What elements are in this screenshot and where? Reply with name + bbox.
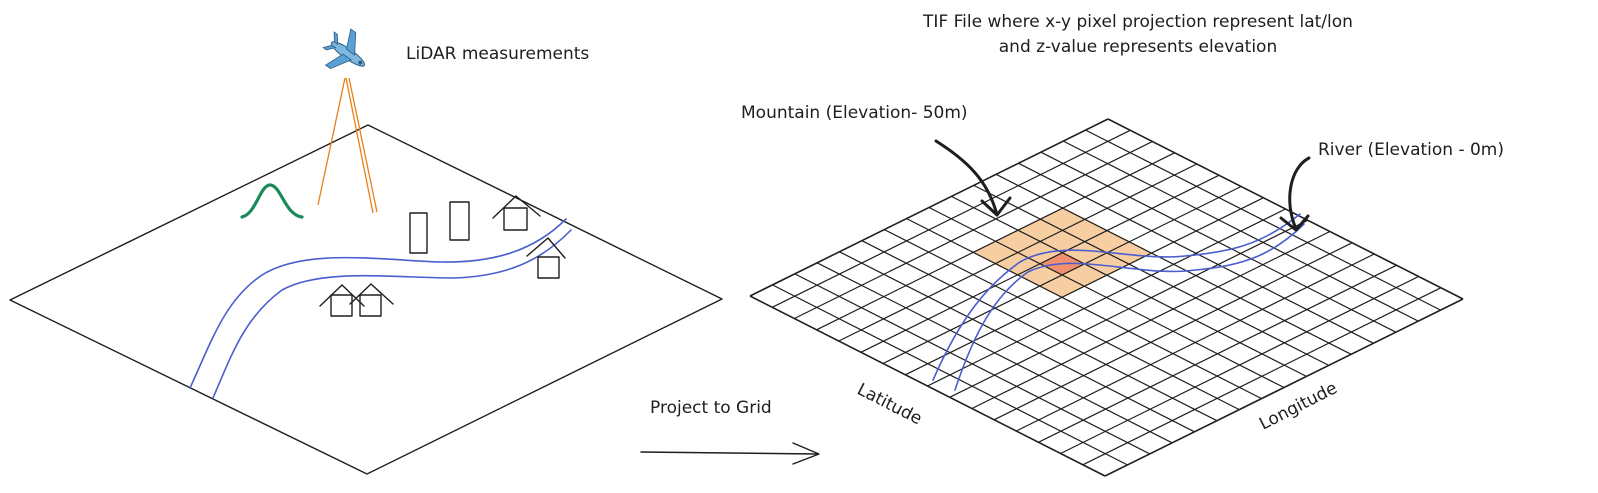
grid-line xyxy=(1082,287,1442,466)
terrain-river xyxy=(189,218,567,389)
grid-line xyxy=(1060,275,1419,455)
longitude-label: Longitude xyxy=(1256,378,1340,434)
grid-line xyxy=(951,195,1307,377)
river-label: River (Elevation - 0m) xyxy=(1318,140,1504,160)
grid-line xyxy=(1016,253,1375,432)
latitude-label: Latitude xyxy=(854,380,925,430)
grid-line xyxy=(927,208,1286,387)
grid-line xyxy=(1038,264,1397,443)
grid-line xyxy=(993,242,1353,421)
lidar-label: LiDAR measurements xyxy=(406,44,589,64)
house-4 xyxy=(349,283,394,317)
tif-title-line-1: TIF File where x-y pixel projection repr… xyxy=(922,12,1353,32)
house-2 xyxy=(526,237,566,279)
tall-building-1 xyxy=(409,212,428,254)
grid-river-bank xyxy=(954,223,1305,391)
grid-line xyxy=(995,173,1352,355)
grid-line xyxy=(949,219,1308,398)
terrain-plane xyxy=(9,124,723,475)
grid-line xyxy=(971,230,1331,410)
grid-line xyxy=(973,184,1330,366)
airplane-icon xyxy=(322,28,366,70)
grid-line xyxy=(1018,162,1374,344)
grid-river xyxy=(932,213,1301,381)
house-3 xyxy=(319,284,365,317)
grid-line xyxy=(1107,118,1464,300)
project-label: Project to Grid xyxy=(650,398,772,418)
grid-line xyxy=(1085,129,1441,311)
tif-grid xyxy=(749,118,1464,477)
grid-lines xyxy=(749,118,1464,477)
laser-beams xyxy=(317,77,378,214)
grid-line xyxy=(1063,140,1419,322)
tif-title-line-2: and z-value represents elevation xyxy=(999,37,1277,57)
house-1 xyxy=(492,195,541,231)
tall-building-2 xyxy=(449,201,470,241)
grid-line xyxy=(1040,151,1397,333)
river-pointer-arrow xyxy=(1279,156,1311,232)
project-arrow: Project to Grid xyxy=(640,398,820,465)
mountain-label: Mountain (Elevation- 50m) xyxy=(741,103,968,123)
grid-line xyxy=(1104,298,1464,477)
terrain-scene: LiDAR measurements xyxy=(9,28,723,475)
mountain-pointer-arrow xyxy=(934,139,1012,217)
mountain-curve xyxy=(240,183,304,219)
terrain-river-bank xyxy=(212,229,572,399)
